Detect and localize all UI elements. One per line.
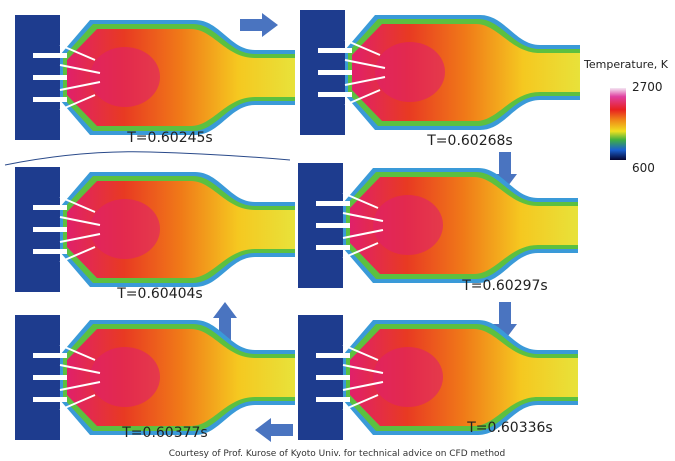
- simulation-image: [14, 166, 296, 293]
- time-label: T=0.60377s: [121, 425, 207, 441]
- simulation-image: [14, 314, 296, 441]
- time-label: T=0.60297s: [461, 278, 547, 294]
- colorbar: [610, 88, 626, 160]
- credit: Courtesy of Prof. Kurose of Kyoto Univ. …: [169, 449, 506, 459]
- simulation-image: [299, 9, 581, 136]
- time-label: T=0.60245s: [126, 130, 212, 146]
- wave-line: [4, 151, 291, 166]
- panels: T=0.60245s T=0.60268s T=0.60404s T=0.60297s…: [14, 9, 581, 441]
- arrow: [255, 418, 293, 442]
- time-label: T=0.60336s: [466, 420, 552, 436]
- arrow: [240, 13, 278, 37]
- simulation-image: [14, 14, 296, 141]
- time-label: T=0.60268s: [426, 133, 512, 149]
- simulation-image: [297, 162, 579, 289]
- colorbar-title: Temperature, K: [583, 58, 669, 71]
- time-label: T=0.60404s: [116, 286, 202, 302]
- colorbar-max: 2700: [632, 80, 663, 94]
- colorbar-min: 600: [632, 161, 655, 175]
